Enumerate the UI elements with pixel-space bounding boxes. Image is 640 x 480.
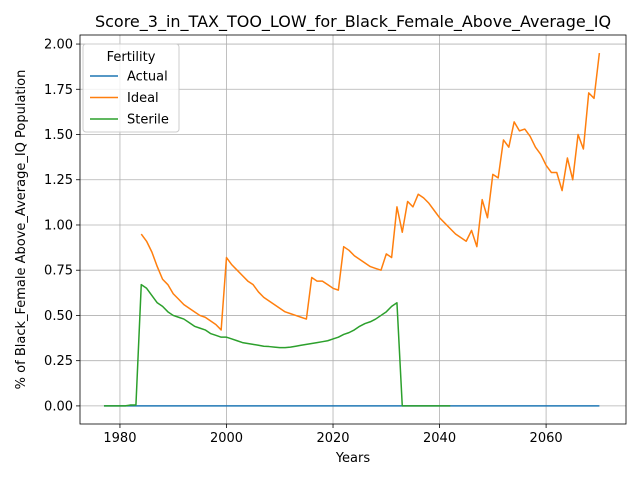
- series-line-sterile: [103, 283, 451, 407]
- x-axis-label: Years: [335, 451, 371, 466]
- legend-label-ideal: Ideal: [127, 91, 159, 106]
- x-tick-label: 2040: [423, 431, 456, 446]
- y-tick-label: 1.75: [44, 83, 73, 98]
- y-axis-ticks: 0.00 0.25 0.50 0.75 1.00 1.25 1.50 1.75 2.00: [44, 38, 80, 414]
- chart-title: Score_3_in_TAX_TOO_LOW_for_Black_Female_…: [95, 12, 611, 32]
- y-axis-label: % of Black_Female Above_Average_IQ Popul…: [14, 70, 29, 390]
- legend-title: Fertility: [107, 50, 156, 65]
- y-tick-label: 1.00: [44, 218, 73, 233]
- legend: Fertility Actual Ideal Sterile: [82, 43, 180, 133]
- y-tick-label: 1.25: [44, 173, 73, 188]
- y-tick-label: 0.50: [44, 309, 73, 324]
- series-line-ideal: [140, 53, 601, 331]
- legend-entries: Actual Ideal Sterile: [90, 70, 169, 128]
- y-tick-label: 1.50: [44, 128, 73, 143]
- grid: [80, 35, 626, 424]
- y-tick-label: 0.25: [44, 354, 73, 369]
- series-layer: [103, 53, 601, 407]
- legend-label-actual: Actual: [127, 70, 168, 85]
- plot-frame: [79, 34, 627, 425]
- legend-label-sterile: Sterile: [127, 113, 169, 128]
- y-tick-label: 0.00: [44, 399, 73, 414]
- x-tick-label: 2060: [530, 431, 563, 446]
- x-tick-label: 2020: [316, 431, 349, 446]
- x-tick-label: 2000: [210, 431, 243, 446]
- legend-box: [82, 43, 180, 133]
- y-tick-label: 2.00: [44, 38, 73, 53]
- x-tick-label: 1980: [103, 431, 136, 446]
- y-tick-label: 0.75: [44, 264, 73, 279]
- x-axis-ticks: 1980 2000 2020 2040 2060: [103, 424, 563, 446]
